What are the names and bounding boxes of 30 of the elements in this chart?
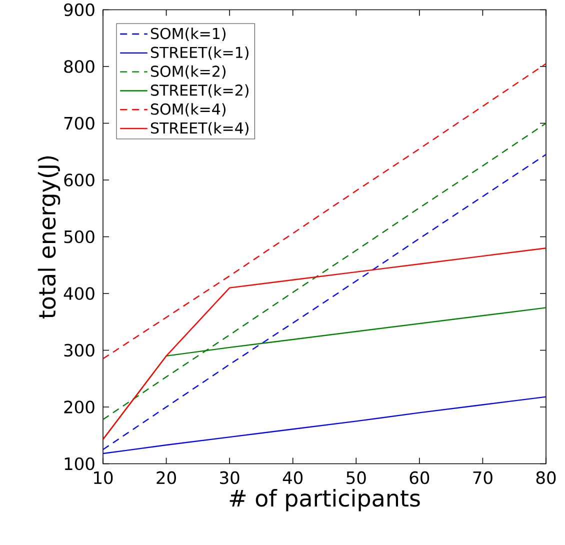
y-tick-label: 400 [64, 287, 94, 300]
y-tick-label: 700 [64, 116, 94, 130]
x-tick-label: 50 [346, 471, 366, 484]
line-series [103, 122, 546, 420]
legend-label: STREET(k=2) [150, 84, 248, 98]
x-tick-label: 10 [94, 471, 113, 484]
x-tick-label: 60 [410, 471, 430, 484]
legend-label: SOM(k=2) [150, 66, 226, 79]
line-series [103, 396, 546, 454]
y-tick-label: 900 [64, 3, 94, 16]
legend-label: STREET(k=4) [150, 122, 248, 136]
legend-label: SOM(k=4) [150, 103, 226, 117]
legend-label: STREET(k=1) [150, 46, 248, 60]
x-tick-label: 30 [220, 471, 240, 484]
y-tick-label: 200 [64, 400, 94, 414]
y-tick-label: 800 [64, 60, 94, 74]
line-series [103, 154, 546, 450]
x-axis-title: # of participants [230, 489, 420, 512]
line-series [103, 248, 546, 440]
y-axis-title: total energy(J) [38, 156, 60, 319]
x-tick-label: 20 [156, 471, 176, 484]
x-tick-label: 70 [473, 471, 492, 484]
y-tick-label: 100 [64, 457, 94, 470]
legend-label: SOM(k=1) [150, 28, 226, 42]
x-tick-label: 40 [282, 471, 303, 484]
y-tick-label: 600 [64, 174, 94, 187]
y-tick-label: 500 [64, 230, 94, 244]
line-series [103, 63, 546, 360]
x-tick-label: 80 [536, 471, 556, 484]
y-tick-label: 300 [64, 344, 94, 357]
